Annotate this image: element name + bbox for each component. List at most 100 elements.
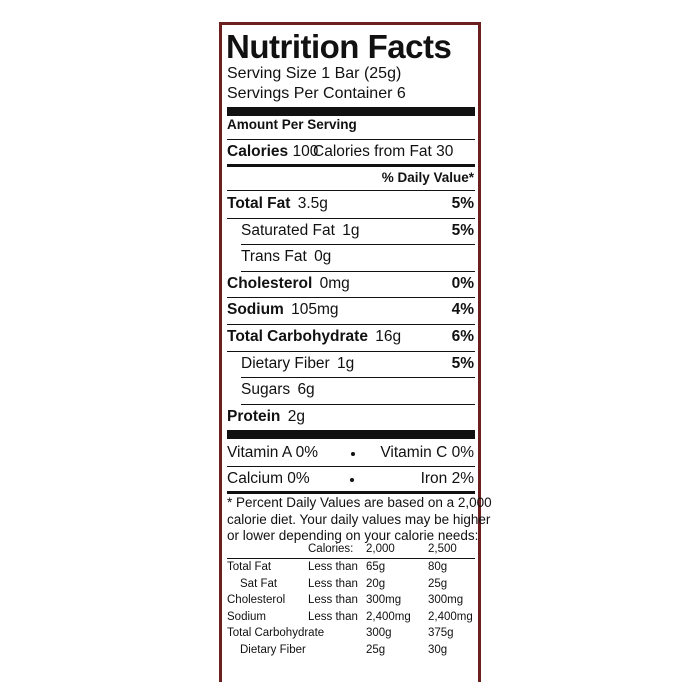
footnote-line: * Percent Daily Values are based on a 2,… <box>227 495 492 510</box>
table-limit: Less than <box>308 610 358 623</box>
vitamin-value: 0% <box>295 444 319 461</box>
table-name: Total Carbohydrate <box>227 627 325 640</box>
vitamin-value: 0% <box>287 470 310 487</box>
amount-per-serving: Amount Per Serving <box>227 117 357 132</box>
table-header: Calories: <box>308 543 354 555</box>
vitamin-name: Calcium <box>227 470 283 487</box>
nutrient-amount: 1g <box>342 221 360 239</box>
serving-size: Serving Size 1 Bar (25g) <box>227 65 402 82</box>
nutrient-dv: 5% <box>451 221 474 239</box>
calories-label: Calories <box>227 143 289 160</box>
table-limit: Less than <box>308 561 358 573</box>
rule <box>227 297 475 299</box>
table-header: 2,500 <box>428 543 457 555</box>
nutrient-amount: 3.5g <box>297 195 328 212</box>
nutrient-row: Dietary Fiber 1g <box>241 355 354 373</box>
vitamin: Vitamin A 0% <box>227 444 318 462</box>
vitamin: Calcium 0% <box>227 470 310 488</box>
table-name: Dietary Fiber <box>240 644 306 656</box>
nutrient-row: Total Carbohydrate 16g <box>227 328 401 346</box>
rule <box>241 244 475 246</box>
vitamin-value: 0% <box>451 444 474 461</box>
rule <box>241 377 475 379</box>
table-value: 2,400mg <box>428 610 473 623</box>
nutrient-dv: 5% <box>451 354 474 372</box>
rule <box>227 350 475 352</box>
rule <box>227 324 475 325</box>
table-limit: Less than <box>308 594 358 607</box>
table-name: Cholesterol <box>227 594 286 607</box>
rule <box>227 164 475 167</box>
nutrient-amount: 16g <box>375 328 402 345</box>
nutrient-amount: 105mg <box>291 301 339 319</box>
calories-from-fat: Calories from Fat 30 <box>313 143 454 160</box>
table-name: Sat Fat <box>240 577 278 590</box>
table-value: 20g <box>366 577 386 590</box>
servings-per-container: Servings Per Container 6 <box>227 85 406 102</box>
table-value: 30g <box>428 644 448 656</box>
thick-rule <box>227 430 475 439</box>
rule <box>227 558 475 559</box>
vitamin-name: Iron <box>420 470 448 487</box>
rule <box>241 270 475 272</box>
nutrient-row: Protein 2g <box>227 408 305 426</box>
rule <box>227 491 475 494</box>
nutrient-amount: 2g <box>287 407 305 425</box>
bullet <box>351 452 355 456</box>
table-value: 375g <box>428 627 454 640</box>
nutrient-row: Sodium 105mg <box>227 301 339 319</box>
nutrient-amount: 6g <box>297 381 315 399</box>
nutrient-row: Trans Fat 0g <box>241 248 331 266</box>
footnote-line: calorie diet. Your daily values may be h… <box>227 511 491 527</box>
table-value: 2,400mg <box>366 610 411 623</box>
footnote-line: or lower depending on your calorie needs… <box>227 528 479 543</box>
rule <box>241 403 475 405</box>
nutrient-dv: 5% <box>451 195 474 212</box>
daily-value-header: % Daily Value* <box>381 170 474 185</box>
rule <box>227 217 475 219</box>
vitamin-value: 2% <box>451 470 474 487</box>
nutrient-name: Dietary Fiber <box>241 354 330 372</box>
nutrient-name: Trans Fat <box>241 248 307 266</box>
vitamin-name: Vitamin C <box>380 444 448 461</box>
table-value: 80g <box>428 561 448 573</box>
nutrient-dv: 6% <box>451 328 474 345</box>
calories-row: Calories 100 <box>227 143 318 161</box>
table-name: Sodium <box>227 610 266 623</box>
nutrient-name: Protein <box>227 407 281 425</box>
table-header: 2,000 <box>366 543 395 555</box>
nutrient-name: Sodium <box>227 301 284 319</box>
table-name: Total Fat <box>227 561 272 573</box>
nutrient-name: Total Fat <box>227 195 291 212</box>
title: Nutrition Facts <box>226 28 452 65</box>
nutrient-name: Saturated Fat <box>241 221 335 239</box>
table-value: 25g <box>366 644 386 656</box>
calories-value: 100 <box>292 143 319 160</box>
rule <box>227 190 475 191</box>
nutrient-dv: 4% <box>451 301 474 319</box>
vitamin: Vitamin C 0% <box>380 444 474 462</box>
table-value: 65g <box>366 561 386 573</box>
rule <box>227 466 475 467</box>
table-limit: Less than <box>308 577 358 590</box>
nutrient-name: Cholesterol <box>227 274 313 292</box>
table-value: 300g <box>366 627 392 640</box>
nutrient-amount: 0g <box>314 248 332 266</box>
nutrient-dv: 0% <box>451 274 474 292</box>
nutrient-row: Saturated Fat 1g <box>241 222 359 240</box>
nutrient-name: Total Carbohydrate <box>227 328 368 345</box>
rule <box>227 139 475 140</box>
nutrient-row: Sugars 6g <box>241 381 315 399</box>
vitamin-name: Vitamin A <box>227 444 292 461</box>
table-value: 300mg <box>366 594 402 607</box>
nutrient-name: Sugars <box>241 381 291 399</box>
thick-rule <box>227 107 475 116</box>
nutrient-row: Cholesterol 0mg <box>227 275 350 293</box>
table-value: 25g <box>428 577 448 590</box>
table-value: 300mg <box>428 594 464 607</box>
bullet <box>350 478 354 482</box>
label-panel <box>219 22 481 682</box>
nutrient-amount: 0mg <box>319 274 350 292</box>
nutrient-amount: 1g <box>337 354 355 372</box>
